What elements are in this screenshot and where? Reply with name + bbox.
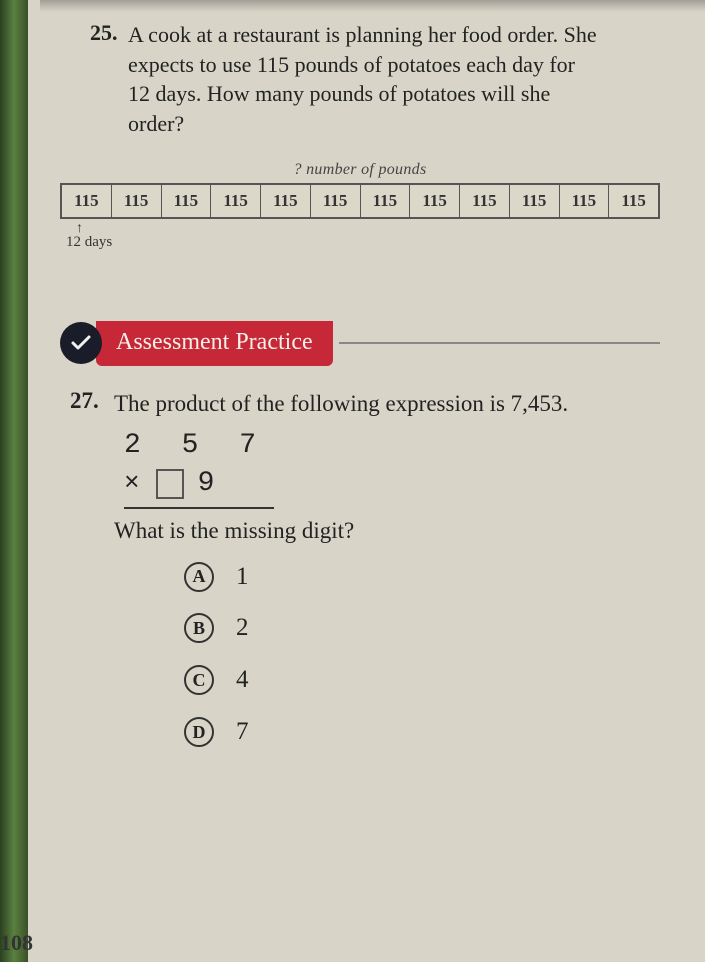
q27-body: The product of the following expression …: [114, 388, 614, 767]
choice-value: 4: [236, 663, 249, 697]
q25-table: 115 115 115 115 115 115 115 115 115 115 …: [60, 183, 660, 219]
q25-number: 25.: [90, 20, 124, 46]
book-spine: [0, 0, 28, 962]
question-25: 25. A cook at a restaurant is planning h…: [90, 20, 660, 251]
multiplication-problem: 2 5 7 × 9: [124, 427, 614, 509]
table-cell: 115: [112, 185, 162, 217]
choice-letter: C: [184, 665, 214, 695]
mult-bottom-row: × 9: [124, 465, 614, 503]
choice-value: 7: [236, 715, 249, 749]
mult-digit-9: 9: [198, 465, 227, 503]
up-arrow-icon: ↑: [66, 223, 660, 234]
missing-digit-box[interactable]: [156, 469, 184, 499]
choice-letter: B: [184, 613, 214, 643]
q27-intro: The product of the following expression …: [114, 388, 614, 419]
choice-letter: D: [184, 717, 214, 747]
answer-choices: A 1 B 2 C 4 D 7: [184, 560, 614, 749]
page-content: 25. A cook at a restaurant is planning h…: [40, 0, 680, 787]
table-cell: 115: [162, 185, 212, 217]
table-cell: 115: [361, 185, 411, 217]
choice-c[interactable]: C 4: [184, 663, 614, 697]
table-cell: 115: [460, 185, 510, 217]
q27-number: 27.: [70, 388, 110, 414]
times-symbol: ×: [124, 466, 140, 501]
choice-letter: A: [184, 562, 214, 592]
q25-days-label: 12 days: [66, 234, 112, 250]
table-cell: 115: [211, 185, 261, 217]
divider-line: [339, 342, 660, 344]
q25-arrow-label: ↑ 12 days: [60, 223, 660, 251]
choice-a[interactable]: A 1: [184, 560, 614, 594]
assessment-banner: Assessment Practice: [96, 321, 333, 366]
mult-rule-line: [124, 507, 274, 509]
q25-table-caption: ? number of pounds: [60, 161, 660, 179]
choice-d[interactable]: D 7: [184, 715, 614, 749]
choice-b[interactable]: B 2: [184, 611, 614, 645]
q25-text: A cook at a restaurant is planning her f…: [128, 20, 598, 139]
table-cell: 115: [62, 185, 112, 217]
table-cell: 115: [410, 185, 460, 217]
mult-top-row: 2 5 7: [124, 427, 614, 465]
table-cell: 115: [510, 185, 560, 217]
assessment-header: Assessment Practice: [60, 321, 660, 366]
choice-value: 2: [236, 611, 249, 645]
q25-table-wrap: ? number of pounds 115 115 115 115 115 1…: [60, 161, 660, 251]
table-cell: 115: [560, 185, 610, 217]
q27-followup: What is the missing digit?: [114, 515, 614, 546]
table-cell: 115: [609, 185, 658, 217]
table-cell: 115: [311, 185, 361, 217]
check-icon: [69, 331, 93, 355]
question-27: 27. The product of the following express…: [70, 388, 660, 767]
page-number: 108: [0, 930, 33, 956]
choice-value: 1: [236, 560, 249, 594]
table-cell: 115: [261, 185, 311, 217]
